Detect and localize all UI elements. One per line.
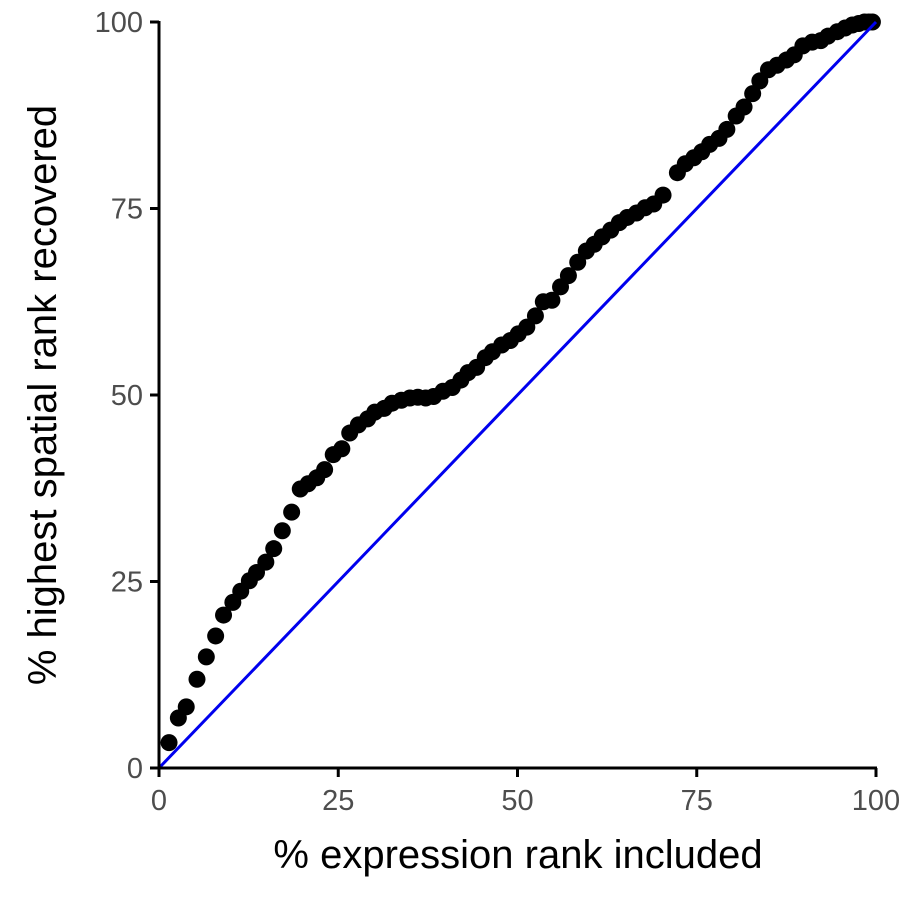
y-tick-label: 25 [111, 567, 143, 599]
data-point [559, 267, 577, 285]
data-point [735, 98, 753, 116]
data-point [333, 440, 351, 458]
data-point [718, 120, 736, 138]
data-point [654, 186, 672, 204]
data-point [265, 540, 283, 558]
data-points [160, 13, 881, 752]
x-tick-label: 0 [151, 785, 167, 817]
data-point [160, 734, 178, 752]
data-point [273, 522, 291, 540]
y-axis-title: % highest spatial rank recovered [21, 105, 65, 685]
data-point [283, 503, 301, 521]
x-tick-label: 100 [852, 785, 900, 817]
data-point [526, 307, 544, 325]
x-tick-label: 50 [501, 785, 533, 817]
reference-line [157, 20, 878, 770]
data-point [215, 606, 233, 624]
data-point [543, 291, 561, 309]
x-axis-ticks: 0 25 50 75 100 [151, 768, 900, 817]
data-point [188, 670, 206, 688]
x-axis-title: % expression rank included [273, 833, 762, 877]
data-point [257, 553, 275, 571]
data-point [316, 461, 334, 479]
data-point [177, 698, 195, 716]
data-point [207, 627, 225, 645]
data-point [744, 85, 762, 103]
y-tick-label: 0 [127, 753, 143, 785]
data-point [197, 648, 215, 666]
x-tick-label: 25 [322, 785, 354, 817]
data-point [863, 13, 881, 31]
y-axis-ticks: 0 25 50 75 100 [95, 7, 159, 785]
y-tick-label: 75 [111, 194, 143, 226]
y-tick-label: 100 [95, 7, 143, 39]
y-tick-label: 50 [111, 380, 143, 412]
x-tick-label: 75 [681, 785, 713, 817]
